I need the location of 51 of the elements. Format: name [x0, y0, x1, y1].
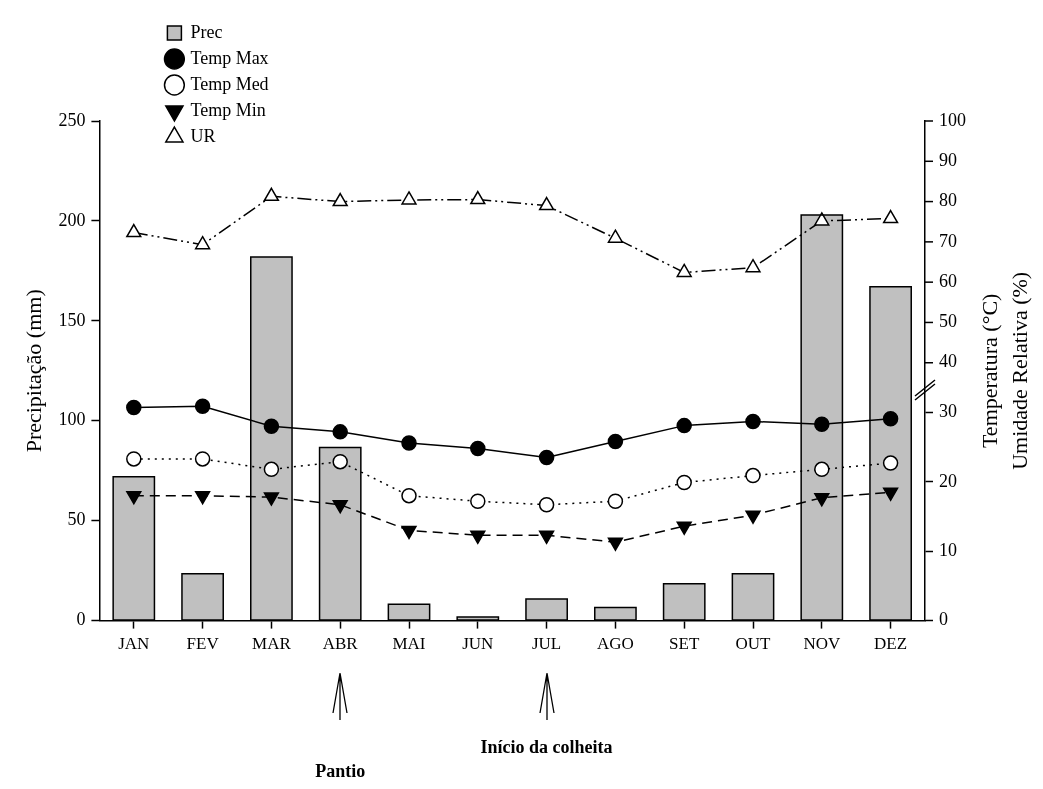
- y-axis-title: Precipitação (mm): [20, 289, 46, 453]
- y3-axis-title: Umidade Relativa (%): [1006, 271, 1032, 470]
- point: [538, 196, 555, 211]
- point: [194, 235, 211, 250]
- y3-tick-label: 50: [939, 311, 957, 332]
- y2-tick-label: 0: [939, 609, 948, 630]
- x-tick-label: DEZ: [874, 634, 908, 654]
- x-tick-label: JUN: [462, 634, 494, 654]
- y2-axis-title: Temperatura (°C): [976, 293, 1002, 449]
- x-tick-label: FEV: [186, 634, 220, 654]
- point: [126, 223, 142, 238]
- point: [607, 229, 624, 243]
- legend-label: Temp Min: [190, 99, 266, 120]
- x-tick-label: NOV: [803, 634, 841, 654]
- x-tick-label: JAN: [118, 634, 150, 654]
- x-tick-label: MAI: [392, 634, 426, 654]
- y-tick-label: 150: [58, 309, 86, 330]
- legend-label: UR: [190, 125, 216, 146]
- point: [676, 263, 692, 278]
- legend-label: Prec: [190, 21, 223, 42]
- y-tick-label: 50: [67, 509, 86, 530]
- point: [745, 258, 761, 273]
- point: [470, 190, 486, 205]
- y2-tick-label: 10: [939, 539, 957, 560]
- y2-tick-label: 20: [939, 470, 957, 491]
- y3-tick-label: 100: [939, 109, 966, 130]
- text: Início da colheita: [480, 737, 613, 757]
- text: Pantio: [315, 761, 366, 781]
- x-tick-label: ABR: [322, 634, 359, 654]
- x-tick-label: OUT: [735, 634, 772, 654]
- point: [263, 187, 280, 202]
- y2-tick-label: 30: [939, 401, 957, 422]
- y3-tick-label: 70: [939, 230, 957, 251]
- x-tick-label: SET: [669, 634, 700, 654]
- point: [401, 191, 417, 205]
- x-tick-label: JUL: [531, 634, 562, 654]
- x-tick-label: MAR: [252, 634, 292, 654]
- legend-label: Temp Max: [190, 47, 269, 68]
- y3-tick-label: 40: [939, 351, 957, 372]
- y-tick-label: 200: [58, 209, 86, 230]
- y-tick-label: 0: [76, 609, 86, 630]
- y3-tick-label: 60: [939, 270, 957, 291]
- x-tick-label: AGO: [596, 634, 634, 654]
- point: [882, 209, 899, 224]
- y-tick-label: 250: [58, 109, 86, 130]
- point: [814, 212, 830, 226]
- y-tick-label: 100: [58, 409, 86, 430]
- y3-tick-label: 80: [939, 190, 957, 211]
- y3-tick-label: 90: [939, 150, 957, 171]
- point: [332, 192, 348, 207]
- legend-label: Temp Med: [190, 73, 269, 94]
